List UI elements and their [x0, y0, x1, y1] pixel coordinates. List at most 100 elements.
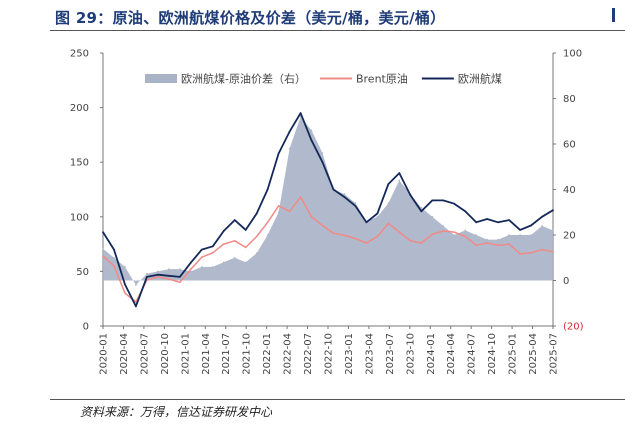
- x-tick-label: 2020-07: [139, 333, 150, 375]
- x-tick-label: 2021-01: [180, 333, 191, 375]
- spread-point: [497, 238, 499, 241]
- x-tick-label: 2020-04: [119, 333, 130, 375]
- brent-point: [189, 268, 192, 271]
- jet-fuel-point: [508, 219, 510, 222]
- legend-label: 欧洲航煤-原油价差（右）: [181, 72, 306, 86]
- figure-title: 图 29：原油、欧洲航煤价格及价差（美元/桶，美元/桶）: [55, 9, 446, 27]
- jet-fuel-point: [453, 202, 456, 205]
- jet-fuel-line: [102, 112, 554, 308]
- brent-point: [233, 239, 236, 242]
- x-tick-label: 2022-01: [262, 333, 273, 375]
- bottom-rule: [50, 399, 625, 400]
- brent-point: [277, 205, 280, 207]
- brent-point: [409, 239, 412, 242]
- x-tick-label: 2024-04: [446, 333, 457, 375]
- brent-point: [113, 265, 115, 267]
- brent-point: [453, 231, 456, 234]
- brent-point: [464, 235, 467, 238]
- jet-fuel-point: [211, 245, 214, 248]
- brent-point: [486, 242, 488, 244]
- spread-point: [321, 152, 324, 154]
- spread-point: [475, 234, 478, 236]
- jet-fuel-point: [288, 130, 291, 133]
- spread-point: [376, 216, 379, 218]
- brent-point: [431, 233, 434, 236]
- x-tick-label: 2023-10: [405, 333, 416, 375]
- brent-point: [211, 251, 214, 254]
- spread-point: [266, 234, 269, 236]
- jet-fuel-point: [332, 188, 335, 191]
- axes: 0 50 100 150 200 250 (20) 0 20 40 60 80 100 2020-01 20…: [70, 49, 584, 375]
- brent-point: [343, 234, 346, 237]
- brent-point: [244, 246, 247, 249]
- spread-point: [222, 261, 225, 264]
- brent-point: [475, 244, 478, 247]
- brent-point: [102, 255, 104, 257]
- spread-point: [464, 229, 467, 232]
- brent-point: [420, 242, 423, 244]
- brent-point: [530, 251, 532, 254]
- x-tick-label: 2020-10: [160, 333, 171, 375]
- jet-fuel-point: [189, 261, 192, 264]
- spread-point: [310, 129, 313, 132]
- brent-point: [168, 278, 170, 280]
- jet-fuel-point: [530, 224, 532, 227]
- x-tick-label: 2021-10: [242, 333, 253, 375]
- jet-fuel-point: [431, 199, 434, 202]
- spread-point: [113, 257, 115, 259]
- spread-point: [354, 202, 357, 204]
- brent-point: [519, 253, 521, 255]
- jet-fuel-point: [277, 152, 280, 155]
- brent-point: [124, 292, 126, 295]
- jet-fuel-point: [178, 276, 181, 278]
- jet-fuel-point: [168, 274, 170, 277]
- jet-fuel-point: [135, 305, 137, 308]
- brent-point: [376, 235, 379, 238]
- spread-point: [277, 211, 280, 214]
- right-tick-label: 0: [563, 276, 569, 287]
- jet-fuel-point: [266, 188, 269, 191]
- spread-point: [212, 266, 214, 268]
- left-tick-label: 50: [76, 267, 89, 278]
- left-tick-label: 200: [70, 103, 89, 114]
- spread-point: [201, 266, 203, 268]
- jet-fuel-point: [233, 219, 236, 222]
- spread-point: [552, 229, 554, 232]
- spread-point: [343, 193, 346, 195]
- right-tick-label: 100: [563, 49, 582, 60]
- spread-point: [179, 268, 181, 270]
- brent-point: [299, 196, 302, 199]
- brent-point: [255, 235, 258, 238]
- spread-point: [420, 206, 423, 209]
- spread-point: [530, 234, 532, 236]
- x-tick-label: 2024-07: [467, 333, 478, 375]
- brent-point: [310, 215, 313, 218]
- jet-fuel-point: [365, 221, 368, 224]
- spread-point: [157, 270, 159, 273]
- jet-fuel-point: [310, 139, 313, 142]
- jet-fuel-point: [321, 161, 324, 164]
- x-tick-label: 2022-10: [324, 333, 335, 375]
- jet-fuel-point: [343, 196, 346, 199]
- right-tick-label: 40: [563, 185, 576, 196]
- jet-fuel-point: [157, 273, 159, 276]
- jet-fuel-point: [519, 229, 521, 231]
- spread-point: [233, 257, 236, 259]
- right-tick-label: 60: [563, 140, 576, 151]
- x-tick-label: 2024-10: [487, 333, 498, 375]
- brent-point: [266, 221, 269, 224]
- jet-fuel-point: [464, 210, 467, 213]
- jet-fuel-point: [255, 212, 258, 215]
- spread-point: [519, 234, 521, 236]
- jet-fuel-point: [442, 199, 445, 202]
- brent-point: [442, 230, 445, 232]
- jet-fuel-point: [299, 112, 302, 114]
- legend-swatch-spread: [145, 74, 177, 83]
- spread-point: [442, 225, 445, 227]
- x-tick-label: 2023-07: [385, 333, 396, 375]
- price-lines-layer: [102, 112, 554, 308]
- right-tick-label: 80: [563, 94, 576, 105]
- spread-point: [288, 147, 291, 150]
- x-tick-label: 2024-01: [426, 333, 437, 375]
